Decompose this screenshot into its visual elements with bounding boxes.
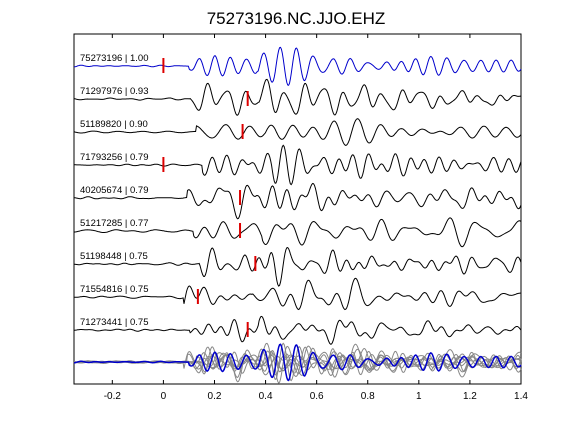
trace-71297976: 71297976 | 0.93 (73, 78, 522, 116)
stacked-overlay (73, 342, 522, 384)
plot-frame (73, 33, 522, 385)
trace-71554816: 71554816 | 0.75 (73, 277, 522, 311)
trace-line (73, 182, 522, 220)
trace-label: 40205674 | 0.79 (80, 185, 149, 196)
trace-group: 75273196 | 1.00 71297976 | 0.93 51189820 |… (73, 46, 522, 345)
trace-51189820: 51189820 | 0.90 (73, 118, 522, 146)
trace-71793256: 71793256 | 0.79 (74, 144, 522, 186)
trace-71273441: 71273441 | 0.75 (74, 315, 522, 345)
trace-label: 71297976 | 0.93 (80, 86, 149, 97)
trace-line (73, 247, 522, 287)
x-tick-label: 0.2 (208, 391, 222, 402)
x-tick-label: 1 (416, 391, 422, 402)
trace-line (73, 118, 522, 146)
trace-label: 71273441 | 0.75 (80, 317, 149, 328)
trace-line (74, 315, 522, 345)
trace-label: 51189820 | 0.90 (80, 119, 148, 130)
x-tick-label: 0.8 (361, 391, 375, 402)
chart-title: 75273196.NC.JJO.EHZ (207, 9, 386, 28)
trace-line (73, 217, 522, 248)
x-tick-label: 1.2 (463, 391, 477, 402)
stack-reference-trace (73, 343, 522, 382)
x-tick-label: 0.6 (310, 391, 324, 402)
trace-line (73, 46, 522, 86)
trace-line (73, 78, 522, 116)
x-tick-label: 1.4 (514, 391, 528, 402)
trace-line (73, 277, 522, 311)
trace-51198448: 51198448 | 0.75 (73, 247, 522, 287)
trace-75273196: 75273196 | 1.00 (73, 46, 522, 86)
x-tick-label: 0 (161, 391, 167, 402)
trace-label: 51217285 | 0.77 (80, 218, 149, 229)
trace-51217285: 51217285 | 0.77 (73, 217, 522, 248)
trace-line (74, 144, 522, 186)
x-tick-label: -0.2 (104, 391, 122, 402)
x-tick-label: 0.4 (259, 391, 273, 402)
trace-label: 71554816 | 0.75 (80, 284, 149, 295)
x-axis: -0.2 0 0.2 0.4 0.6 0.8 1 1.2 1.4 (104, 34, 528, 402)
trace-label: 71793256 | 0.79 (80, 152, 149, 163)
trace-label: 51198448 | 0.75 (80, 251, 148, 262)
trace-40205674: 40205674 | 0.79 (73, 182, 522, 220)
trace-label: 75273196 | 1.00 (80, 53, 149, 64)
